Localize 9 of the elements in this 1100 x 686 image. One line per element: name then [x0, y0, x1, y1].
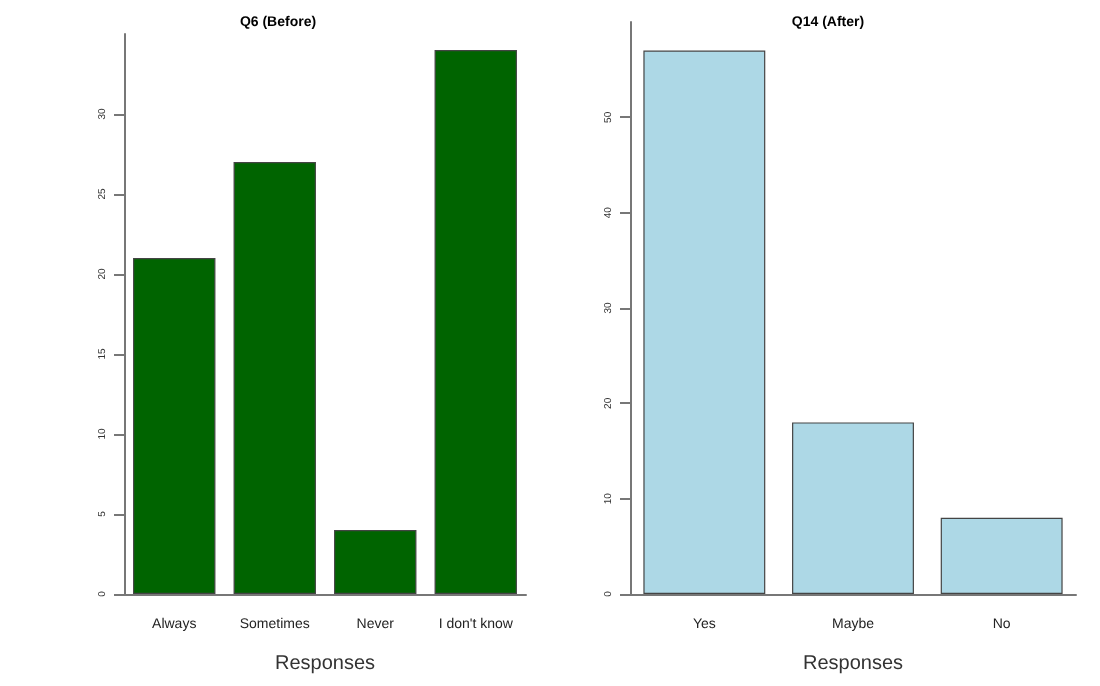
bar [643, 50, 766, 594]
bar [434, 50, 517, 594]
bar [334, 530, 417, 594]
bar [792, 422, 914, 594]
x-axis-title: Responses [274, 653, 376, 675]
bar [133, 258, 216, 594]
x-axis-title: Responses [802, 653, 904, 675]
bar [940, 517, 1063, 594]
bar [233, 162, 316, 594]
